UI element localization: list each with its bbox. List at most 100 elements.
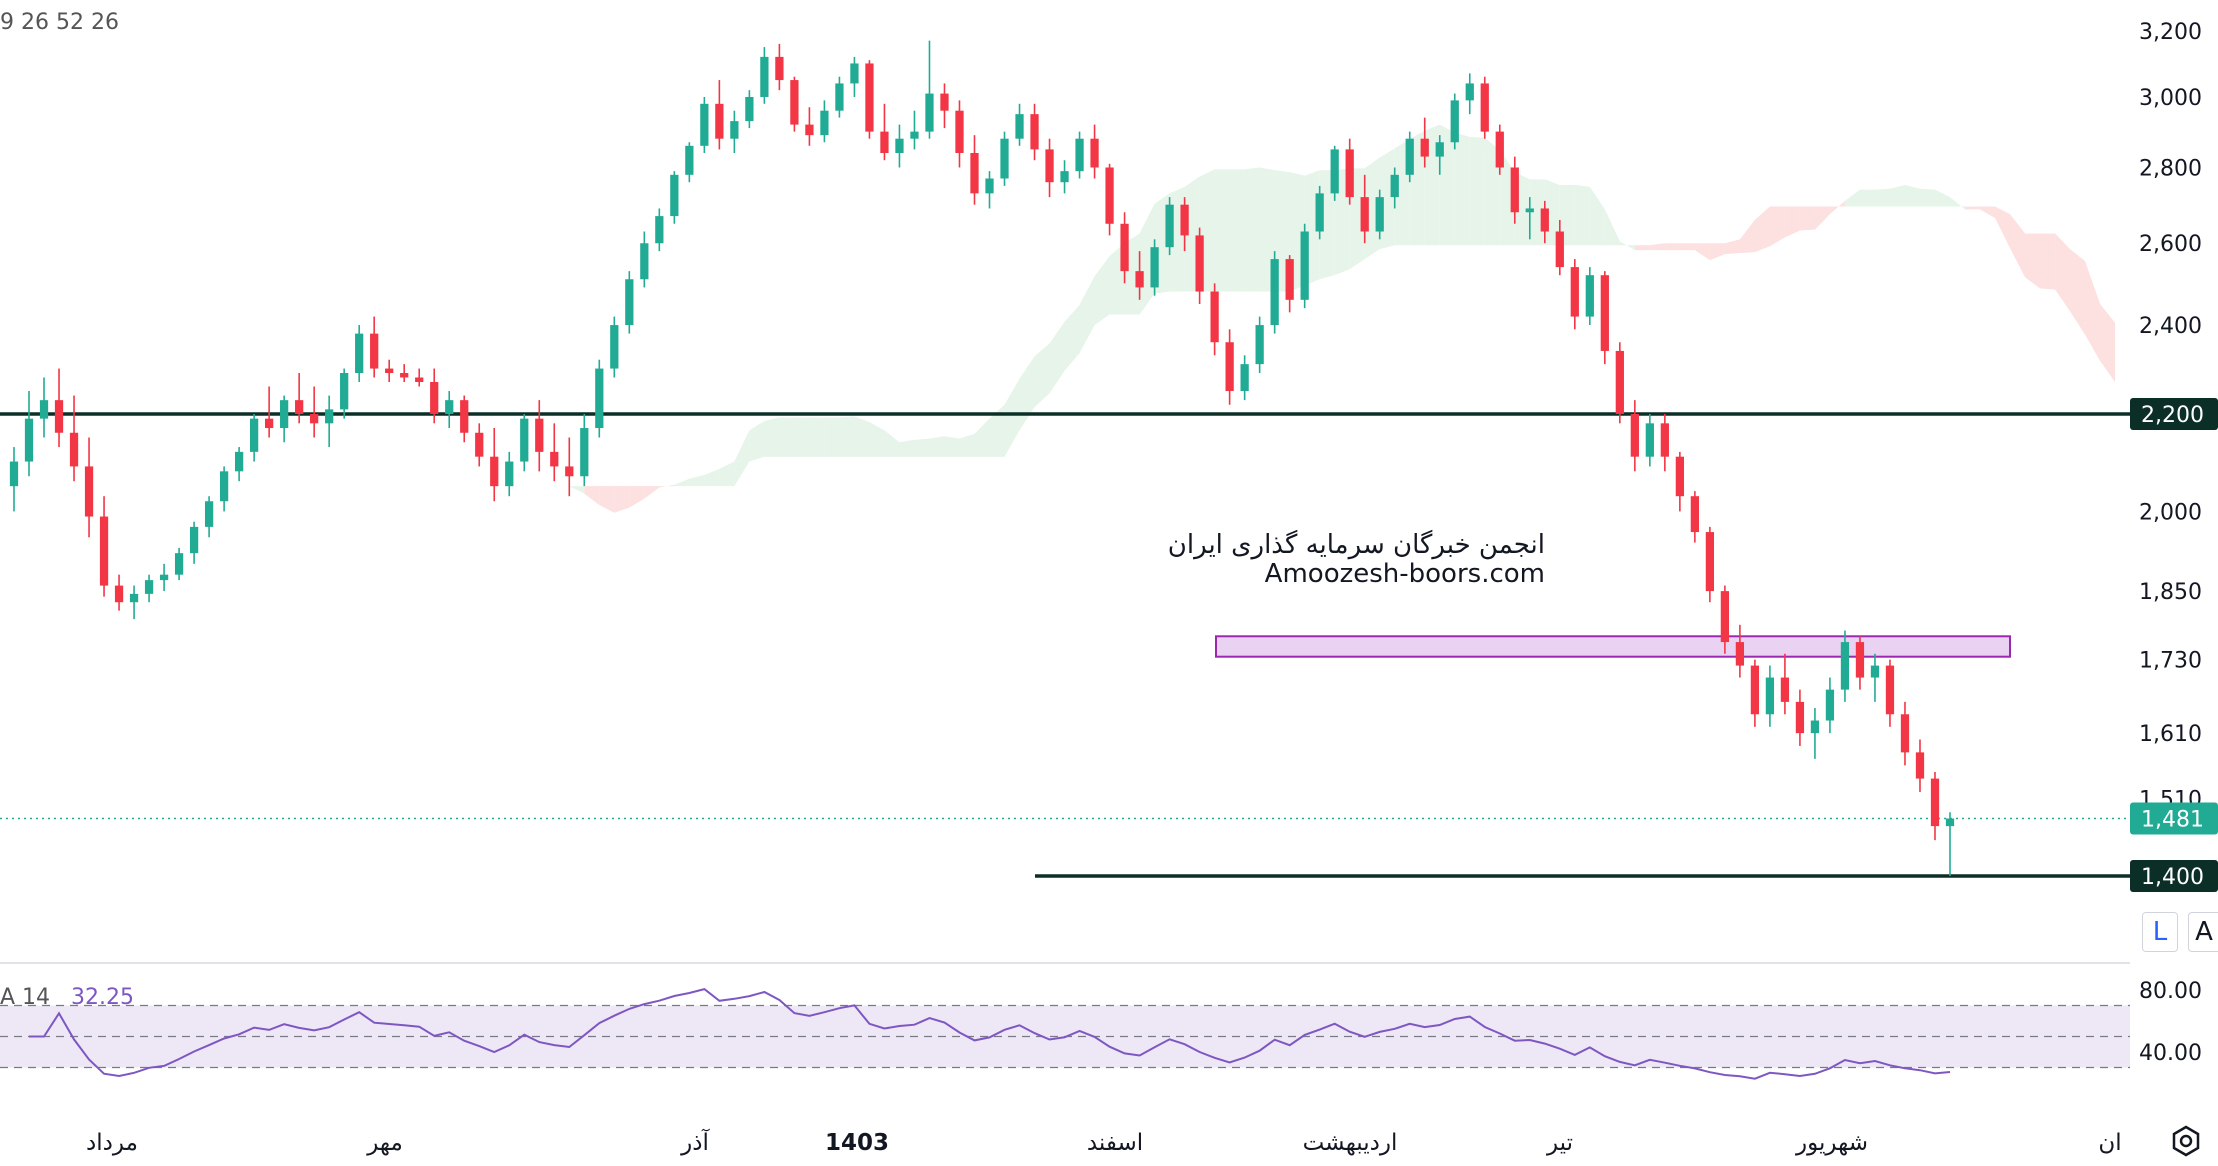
candle	[1375, 189, 1384, 240]
candle-body	[265, 418, 274, 429]
candle-body	[1930, 778, 1940, 827]
candle-body	[54, 400, 64, 433]
candle-body	[580, 428, 589, 477]
auto-scale-button[interactable]: A	[2188, 912, 2218, 952]
candle	[204, 496, 214, 538]
candle-body	[1540, 208, 1549, 232]
candle-body	[1525, 208, 1534, 213]
candle	[1585, 267, 1594, 326]
time-label: آذر	[680, 1128, 710, 1156]
time-label: تیر	[1546, 1130, 1573, 1156]
cloud-segment	[1469, 136, 1485, 246]
time-label: مرداد	[86, 1130, 138, 1156]
cloud-segment	[1859, 189, 1875, 207]
cloud-segment	[1214, 169, 1230, 292]
candle-body	[24, 418, 34, 462]
last-price-tag-label: 1,481	[2141, 808, 2204, 833]
price-tick-label: 1,610	[2139, 722, 2202, 747]
candle-body	[1630, 413, 1639, 457]
cloud-segment	[854, 416, 870, 457]
time-label: 1403	[825, 1130, 889, 1156]
horizontal-lines	[0, 412, 2130, 878]
level-tag-label: 1,400	[2141, 865, 2204, 890]
candle-body	[39, 400, 49, 419]
candle-body	[370, 333, 379, 369]
candle-body	[1435, 142, 1444, 157]
cloud-segment	[1454, 132, 1470, 246]
cloud-segment	[1679, 243, 1695, 251]
candle	[1750, 659, 1760, 727]
candle	[1225, 329, 1234, 405]
cloud-segment	[2025, 233, 2041, 289]
cloud-segment	[2010, 214, 2026, 278]
candle	[1195, 227, 1204, 304]
candle-body	[670, 174, 679, 217]
candle-body	[1915, 752, 1925, 779]
candle	[1060, 160, 1069, 194]
candle	[1555, 219, 1564, 276]
candle-body	[970, 152, 979, 194]
candle-body	[1600, 275, 1609, 351]
cloud-segment	[959, 433, 975, 457]
candle-body	[475, 432, 484, 457]
cloud-segment	[569, 486, 585, 494]
settings-icon[interactable]	[2172, 1125, 2200, 1157]
last-price-tag-bg	[2130, 802, 2218, 835]
candle-body	[144, 580, 154, 594]
candle	[1930, 771, 1940, 841]
candle	[1675, 451, 1684, 512]
cloud-segment	[824, 417, 840, 457]
candle	[415, 368, 424, 387]
candle-body	[114, 585, 124, 603]
candle-body	[460, 400, 469, 433]
time-label: ان	[2098, 1130, 2121, 1156]
candle	[880, 103, 889, 161]
candle	[715, 80, 724, 150]
candle-body	[1120, 223, 1129, 272]
candle-body	[1225, 342, 1234, 392]
candle-body	[1240, 364, 1249, 392]
candle-body	[565, 466, 574, 477]
cloud-segment	[869, 422, 885, 457]
cloud-segment	[914, 438, 930, 457]
candle-body	[760, 56, 769, 97]
candle-body	[295, 400, 304, 414]
candle-body	[700, 103, 709, 146]
candle	[129, 585, 139, 620]
rsi-tick-label: 40.00	[2139, 1041, 2202, 1066]
cloud-segment	[1064, 305, 1080, 371]
candle-body	[1855, 642, 1865, 678]
candle	[24, 391, 34, 477]
cloud-segment	[2100, 303, 2116, 382]
cloud-segment	[2040, 233, 2056, 290]
candles	[9, 40, 1955, 876]
candle-body	[805, 124, 814, 136]
candle-body	[1150, 247, 1159, 288]
cloud-segment	[419, 442, 435, 450]
candle	[400, 364, 409, 382]
cloud-segment	[1664, 243, 1680, 251]
candle	[39, 377, 49, 438]
log-scale-button[interactable]: L	[2142, 912, 2178, 952]
candle	[1420, 117, 1429, 168]
cloud-segment	[974, 418, 990, 457]
cloud-segment	[1965, 206, 1981, 210]
candle	[1450, 93, 1459, 150]
level-tag-label: 2,200	[2141, 403, 2204, 428]
cloud-segment	[1844, 189, 1860, 207]
candle-body	[685, 145, 694, 175]
candle-body	[1270, 259, 1279, 326]
candle	[1315, 185, 1324, 240]
candle-body	[1390, 174, 1399, 198]
candle-body	[1510, 167, 1519, 213]
cloud-segment	[1619, 241, 1635, 251]
level-tag: 1,400	[2130, 860, 2218, 892]
candle-body	[340, 373, 349, 410]
cloud-segment	[1649, 243, 1665, 251]
candle-body	[1255, 325, 1264, 365]
candle	[925, 40, 934, 139]
candle	[1600, 271, 1609, 365]
candle	[865, 60, 874, 139]
candle	[159, 563, 169, 592]
